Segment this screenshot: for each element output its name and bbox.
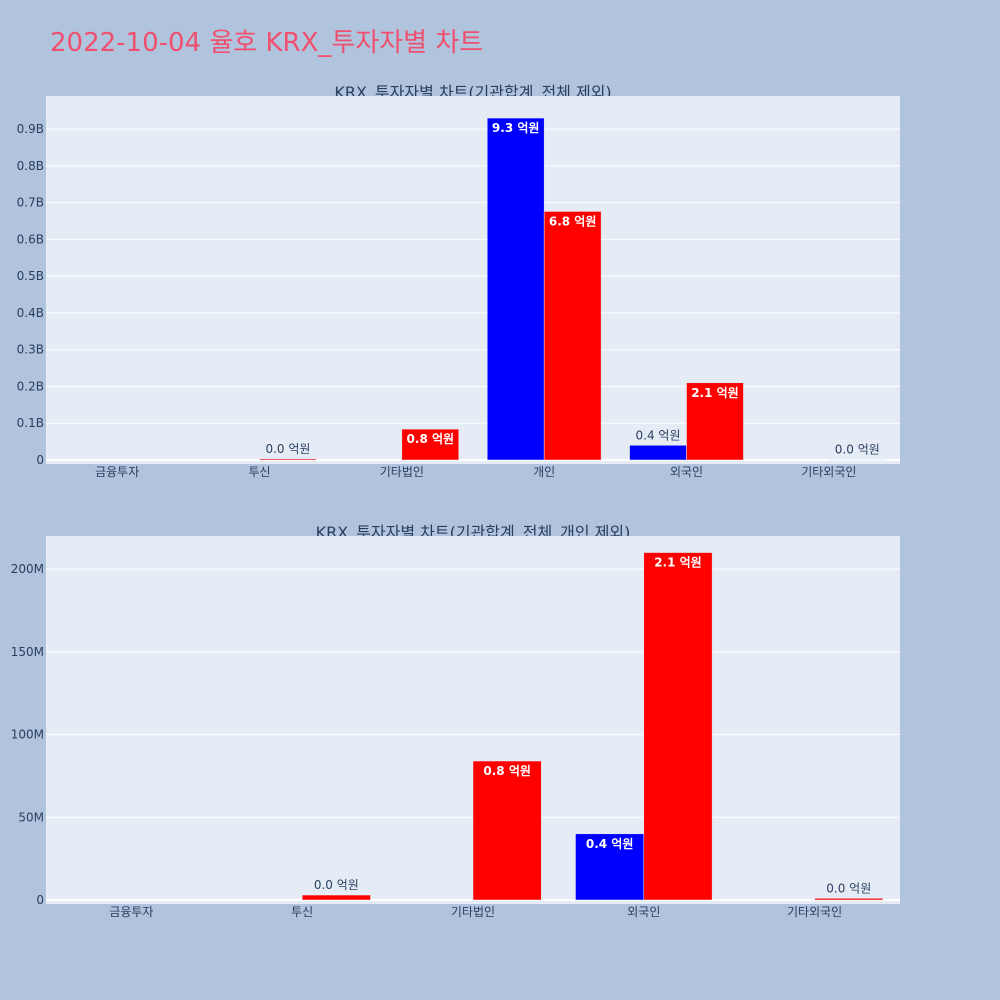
chart-2-y-tick-label: 200M bbox=[11, 562, 44, 576]
chart-2-data-label: 0.8 억원 bbox=[483, 764, 531, 778]
chart-2-x-tick-label: 기타법인 bbox=[451, 905, 495, 919]
chart-1-y-tick-label: 0.9B bbox=[17, 122, 44, 136]
chart-1-data-label: 0.4 억원 bbox=[636, 428, 681, 442]
chart-1-bar bbox=[401, 428, 460, 461]
chart-2-bar bbox=[575, 833, 645, 901]
chart-2-x-tick-label: 투신 bbox=[291, 905, 313, 919]
chart-1-y-tick-label: 0.8B bbox=[17, 159, 44, 173]
chart-1-y-tick-label: 0.3B bbox=[17, 343, 44, 357]
chart-1-x-tick-label: 개인 bbox=[533, 465, 555, 479]
chart-2-y-tick-label: 50M bbox=[18, 810, 44, 824]
chart-1-x-tick-label: 외국인 bbox=[670, 465, 703, 479]
chart-1-bar bbox=[629, 445, 687, 461]
chart-1-data-label: 9.3 억원 bbox=[492, 121, 540, 135]
chart-1-y-tick-label: 0.5B bbox=[17, 269, 44, 283]
chart-1-y-tick-label: 0.6B bbox=[17, 232, 44, 246]
chart-2-data-label: 0.4 억원 bbox=[586, 837, 634, 851]
chart-1-data-label: 6.8 억원 bbox=[549, 214, 597, 228]
chart-2-y-tick-label: 0 bbox=[36, 893, 44, 907]
chart-2-data-label: 0.0 억원 bbox=[826, 881, 871, 895]
chart-1-x-tick-label: 기타법인 bbox=[380, 465, 424, 479]
chart-1-x-tick-label: 금융투자 bbox=[95, 465, 139, 479]
chart-2-bar bbox=[472, 760, 542, 901]
chart-2-x-tick-label: 외국인 bbox=[627, 905, 660, 919]
chart-1-bar bbox=[486, 117, 545, 461]
chart-1-y-tick-label: 0.7B bbox=[17, 196, 44, 210]
chart-1-bar bbox=[686, 382, 744, 461]
chart-1-data-label: 0.0 억원 bbox=[835, 443, 880, 457]
chart-2-x-tick-label: 금융투자 bbox=[109, 905, 153, 919]
chart-2-y-tick-label: 150M bbox=[11, 645, 44, 659]
chart-1-bar bbox=[259, 458, 317, 461]
chart-1-data-label: 2.1 억원 bbox=[691, 386, 739, 400]
chart-2-bar bbox=[814, 898, 884, 901]
chart-1-plot-area bbox=[46, 96, 900, 464]
chart-1-data-label: 0.8 억원 bbox=[407, 432, 455, 446]
chart-2-data-label: 0.0 억원 bbox=[314, 878, 359, 892]
page-title: 2022-10-04 율호 KRX_투자자별 차트 bbox=[50, 28, 484, 58]
chart-1-y-tick-label: 0 bbox=[36, 453, 44, 467]
chart-1-x-tick-label: 투신 bbox=[248, 465, 270, 479]
chart-1-y-tick-label: 0.4B bbox=[17, 306, 44, 320]
chart-2-x-tick-label: 기타외국인 bbox=[787, 905, 842, 919]
chart-2-bar bbox=[643, 552, 713, 901]
chart-1-y-tick-label: 0.1B bbox=[17, 416, 44, 430]
chart-1-bar bbox=[543, 211, 602, 461]
chart-1-data-label: 0.0 억원 bbox=[265, 442, 310, 456]
chart-2-y-tick-label: 100M bbox=[11, 728, 44, 742]
chart-2-bar bbox=[301, 894, 371, 901]
chart-1-y-tick-label: 0.2B bbox=[17, 379, 44, 393]
chart-1-x-tick-label: 기타외국인 bbox=[801, 465, 856, 479]
chart-2-data-label: 2.1 억원 bbox=[654, 556, 702, 570]
